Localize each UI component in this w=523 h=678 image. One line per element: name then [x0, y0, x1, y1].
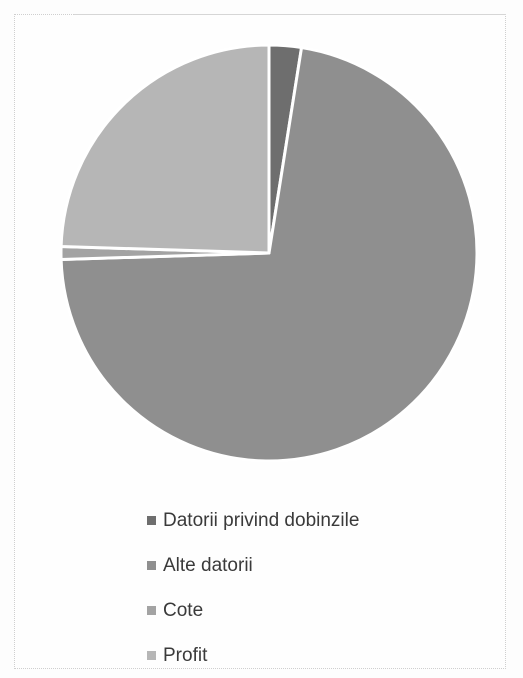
legend: Datorii privind dobinzile Alte datorii C…: [147, 498, 359, 678]
legend-label-cote: Cote: [163, 599, 204, 621]
frame-top-rule: [74, 14, 506, 15]
legend-swatch-profit: [147, 651, 156, 660]
legend-swatch-datorii-privind-dobinzile: [147, 516, 156, 525]
legend-swatch-alte-datorii: [147, 561, 156, 570]
legend-item-cote: Cote: [147, 588, 359, 633]
legend-label-alte-datorii: Alte datorii: [163, 554, 253, 576]
legend-item-profit: Profit: [147, 633, 359, 678]
legend-swatch-cote: [147, 606, 156, 615]
pie-slice-profit: [59, 43, 271, 255]
legend-item-datorii-privind-dobinzile: Datorii privind dobinzile: [147, 498, 359, 543]
legend-label-datorii-privind-dobinzile: Datorii privind dobinzile: [163, 509, 360, 531]
legend-item-alte-datorii: Alte datorii: [147, 543, 359, 588]
legend-label-profit: Profit: [163, 644, 208, 666]
